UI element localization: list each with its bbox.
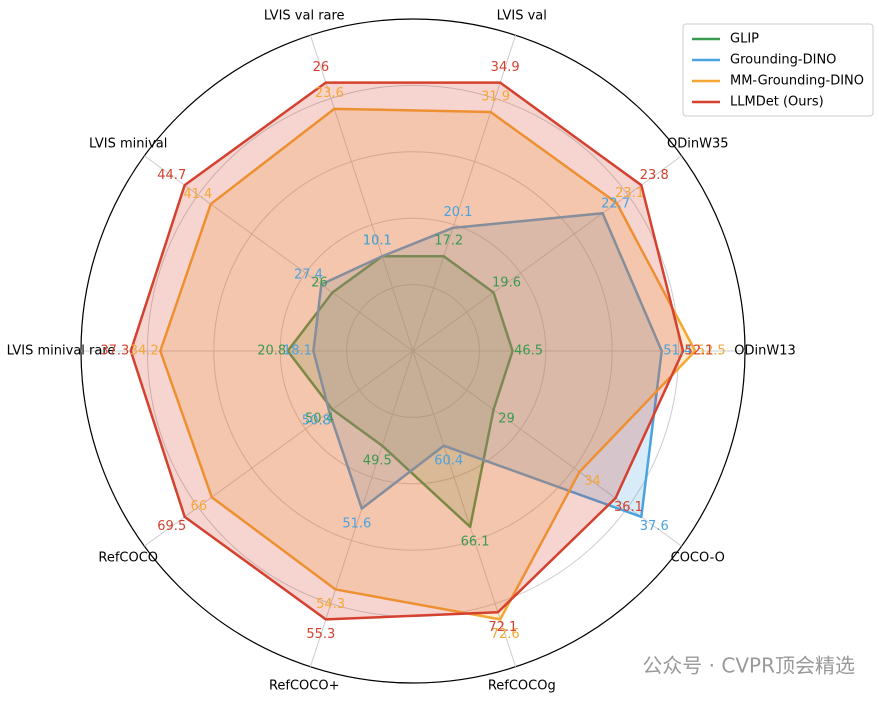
value-label: 50.8 xyxy=(302,414,331,429)
spoke xyxy=(309,35,414,352)
spoke xyxy=(412,350,682,547)
spoke xyxy=(144,350,414,547)
axis-label: LVIS minival rare xyxy=(7,344,116,359)
axis-label: ODinW35 xyxy=(667,137,729,152)
value-label: 36.1 xyxy=(614,500,643,515)
value-label: 34.9 xyxy=(491,60,520,75)
value-label: 66.1 xyxy=(461,535,490,550)
value-label: 23.6 xyxy=(315,86,344,101)
value-label: 69.5 xyxy=(157,519,186,534)
legend: GLIP Grounding-DINO MM-Grounding-DINO LLMDe… xyxy=(692,32,864,110)
value-label: 18.1 xyxy=(283,344,312,359)
value-label: 46.5 xyxy=(514,344,543,359)
value-label: 20.8 xyxy=(257,344,286,359)
value-label: 20.1 xyxy=(443,205,472,220)
axis-label: LVIS val xyxy=(497,9,547,24)
value-label: 23.1 xyxy=(615,186,644,201)
axis-label: RefCOCOg xyxy=(488,678,556,693)
areas xyxy=(129,81,697,621)
value-label: 19.6 xyxy=(492,276,521,291)
value-label: 10.1 xyxy=(363,234,392,249)
value-label: 66 xyxy=(191,499,208,514)
series-area xyxy=(286,255,514,529)
value-label: 51.4 xyxy=(663,344,692,359)
value-label: 31.9 xyxy=(481,89,510,104)
value-label: 23.8 xyxy=(640,168,669,183)
series-area xyxy=(129,81,685,621)
axis-label: COCO-O xyxy=(671,550,725,565)
legend-label: LLMDet (Ours) xyxy=(730,95,824,110)
value-label: 34 xyxy=(584,474,601,489)
value-label: 54.3 xyxy=(316,597,345,612)
value-label: 60.4 xyxy=(434,453,463,468)
series-area xyxy=(312,211,663,519)
legend-label: MM-Grounding-DINO xyxy=(730,74,864,89)
legend-label: GLIP xyxy=(730,32,759,47)
value-label: 55.3 xyxy=(306,627,335,642)
spoke xyxy=(412,155,682,352)
axis-label: RefCOCO+ xyxy=(269,678,340,693)
series-area xyxy=(159,107,697,621)
value-label: 52.5 xyxy=(697,344,726,359)
value-label: 26 xyxy=(311,276,328,291)
legend-box xyxy=(682,23,874,117)
axis-label: LVIS val rare xyxy=(264,9,345,24)
value-label: 10.1 xyxy=(363,234,392,249)
spoke xyxy=(144,155,414,352)
spoke xyxy=(412,35,517,352)
value-label: 49.5 xyxy=(363,453,392,468)
value-label: 26 xyxy=(313,60,330,75)
axis-label: ODinW13 xyxy=(734,344,796,359)
labels: ODinW13 ODinW35 LVIS val LVIS val rare LVIS … xyxy=(7,9,796,694)
watermark: 公众号 · CVPR顶会精选 xyxy=(642,654,855,678)
value-label: 37.6 xyxy=(640,519,669,534)
spoke xyxy=(412,350,517,667)
value-label: 41.4 xyxy=(183,187,212,202)
value-label: 72.1 xyxy=(488,620,517,635)
value-label: 72.6 xyxy=(491,627,520,642)
value-label: 34.2 xyxy=(130,344,159,359)
value-label: 29 xyxy=(498,411,515,426)
value-label: 51.6 xyxy=(342,516,371,531)
value-label: 50.4 xyxy=(305,411,334,426)
legend-label: Grounding-DINO xyxy=(730,53,836,68)
value-label: 17.2 xyxy=(434,234,463,249)
value-label: 44.7 xyxy=(157,168,186,183)
value-label: 37.3 xyxy=(100,344,129,359)
axis-label: LVIS minival xyxy=(89,137,167,152)
axis-label: RefCOCO xyxy=(98,550,158,565)
value-label: 27.4 xyxy=(294,268,323,283)
value-label: 22.7 xyxy=(601,196,630,211)
value-label: 52.1 xyxy=(685,344,714,359)
